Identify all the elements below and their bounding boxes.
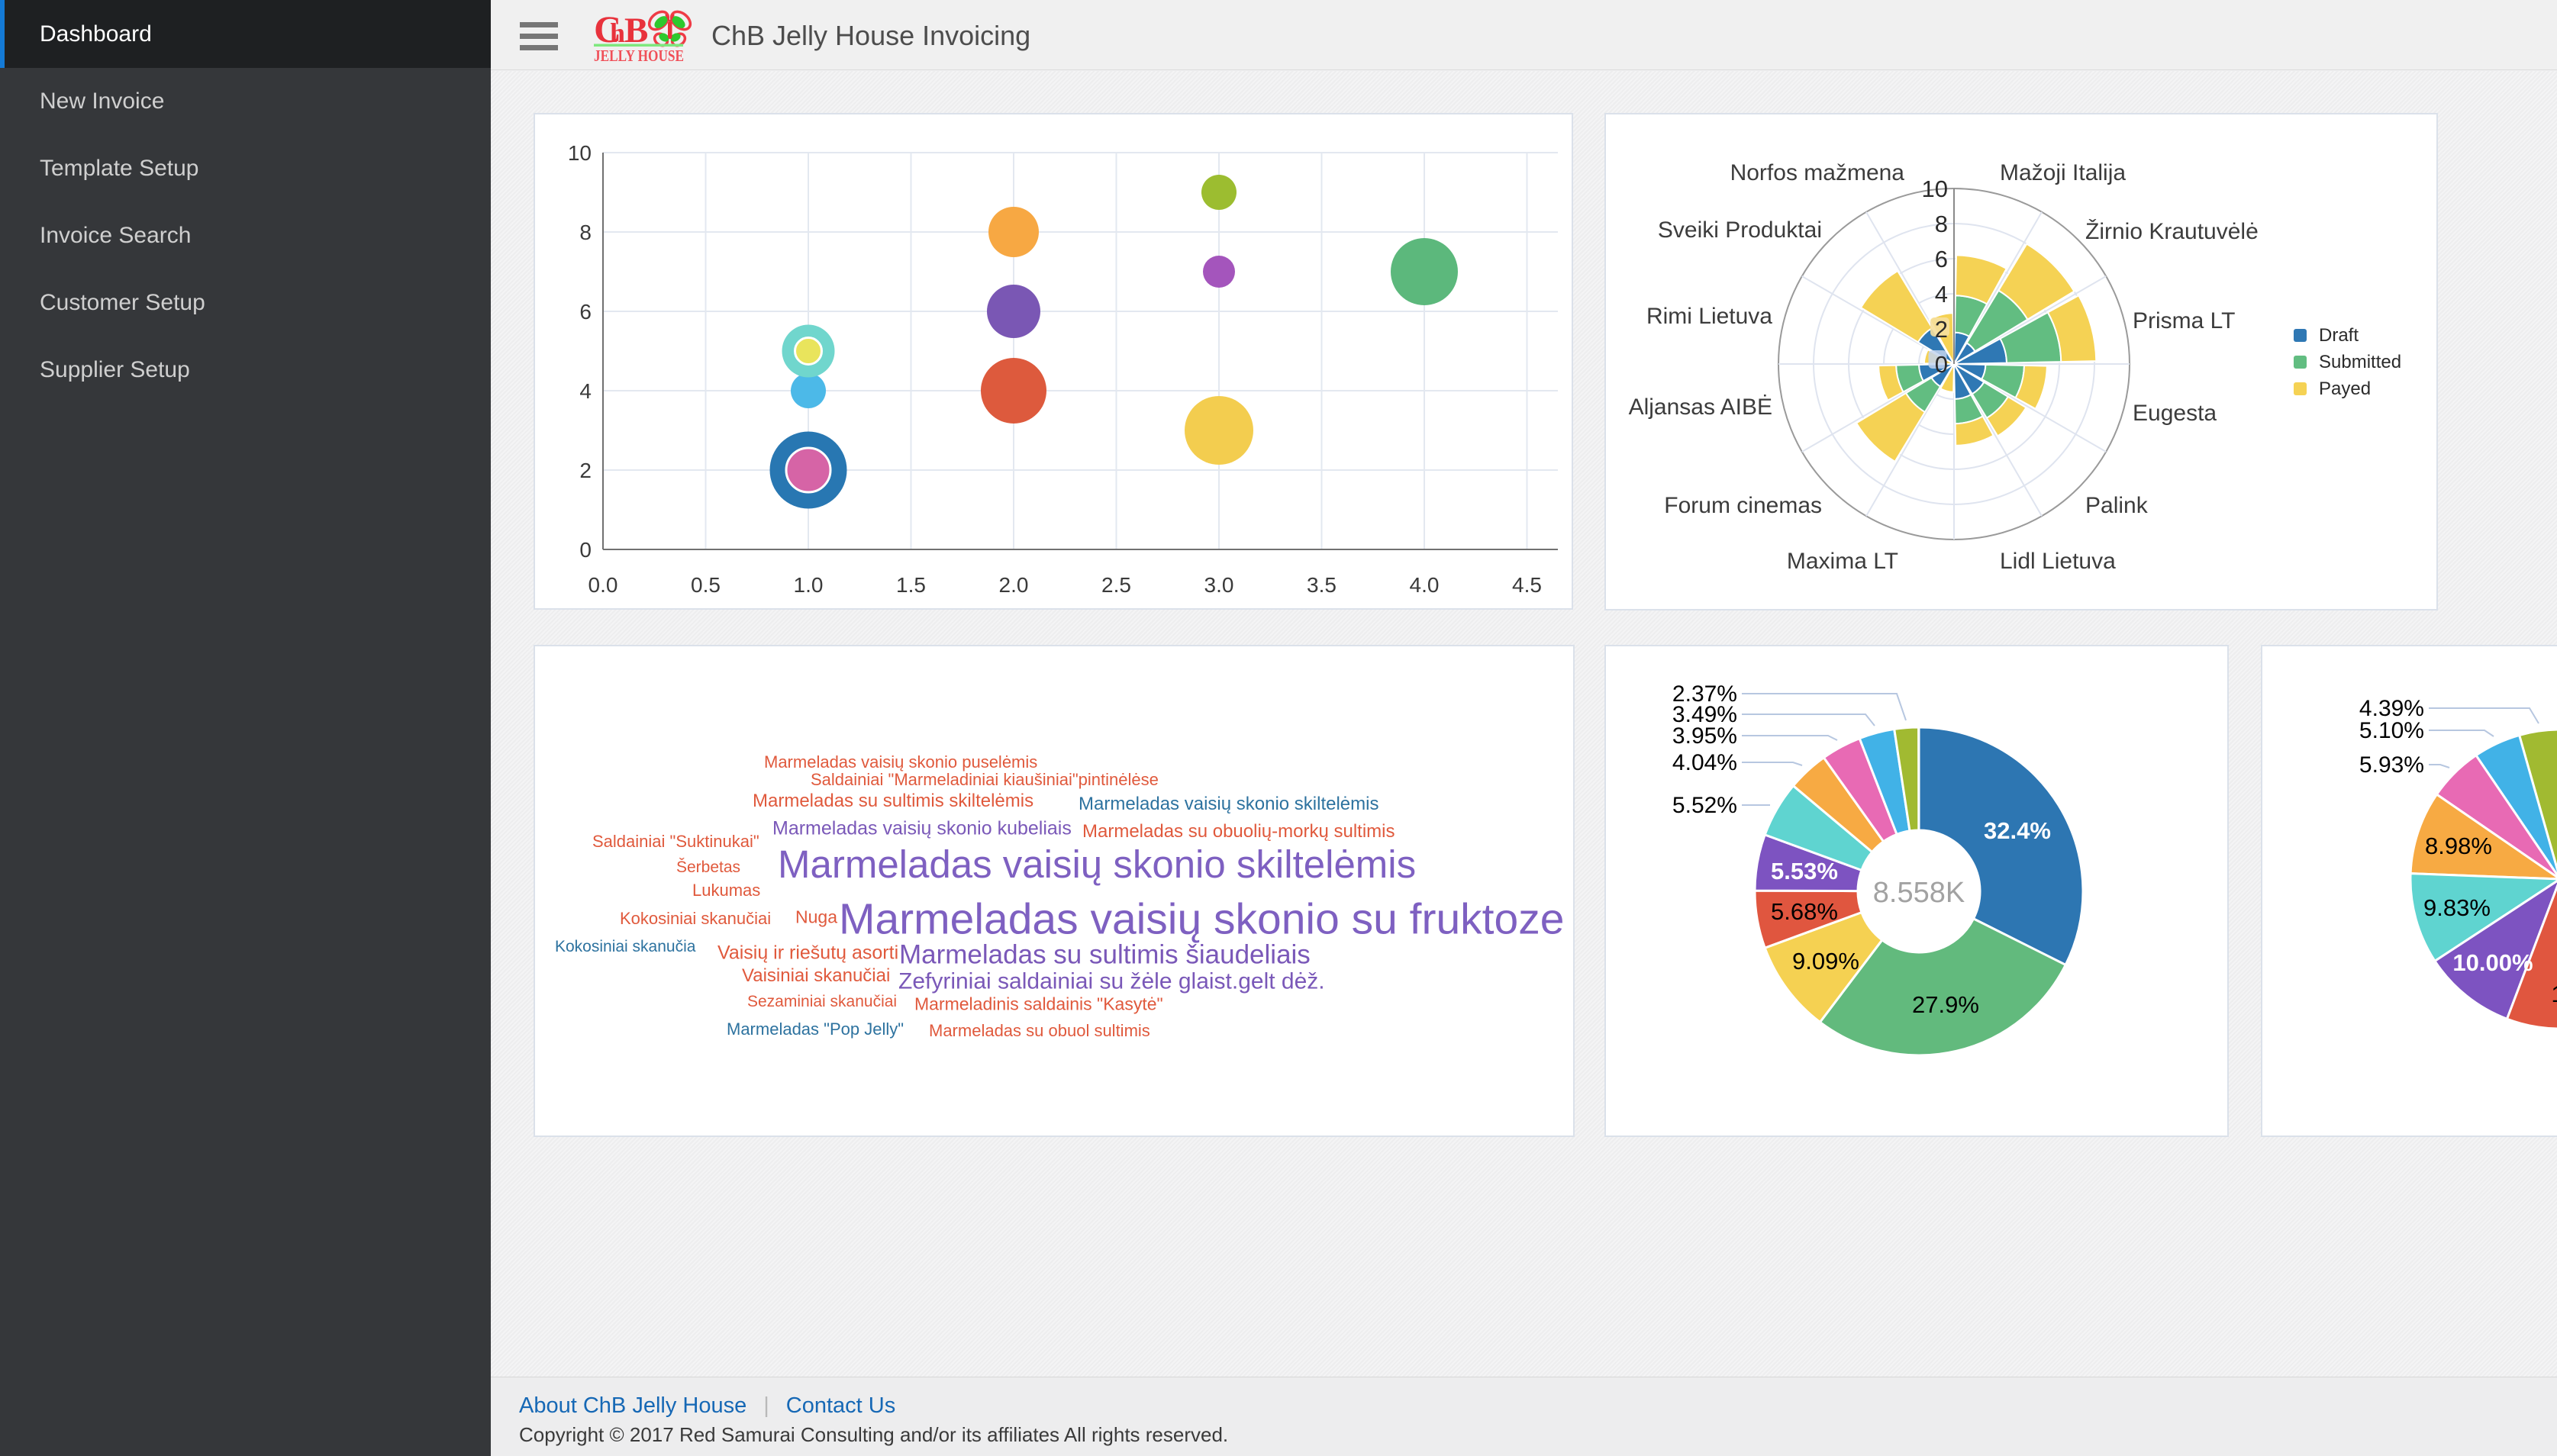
svg-text:2.37%: 2.37% (1672, 681, 1737, 707)
svg-text:8.98%: 8.98% (2425, 833, 2492, 859)
svg-text:0.0: 0.0 (588, 573, 618, 597)
svg-text:10.00%: 10.00% (2452, 949, 2533, 976)
svg-text:h: h (610, 18, 625, 48)
svg-text:2: 2 (1935, 316, 1948, 343)
svg-text:Rimi Lietuva: Rimi Lietuva (1646, 304, 1772, 329)
svg-text:2.0: 2.0 (999, 573, 1029, 597)
svg-text:8.558K: 8.558K (1873, 877, 1965, 909)
svg-text:4: 4 (579, 379, 592, 403)
svg-text:3.95%: 3.95% (1672, 723, 1737, 749)
svg-text:4.0: 4.0 (1410, 573, 1440, 597)
svg-text:3.5: 3.5 (1307, 573, 1337, 597)
svg-text:Palink: Palink (2085, 493, 2149, 518)
svg-text:0: 0 (1935, 351, 1948, 378)
svg-text:0: 0 (579, 538, 592, 562)
svg-text:Payed: Payed (2319, 378, 2371, 399)
svg-text:Norfos mažmena: Norfos mažmena (1730, 160, 1905, 185)
svg-text:6: 6 (1935, 246, 1948, 272)
svg-text:8: 8 (1935, 211, 1948, 237)
svg-text:Sveiki Produktai: Sveiki Produktai (1658, 217, 1822, 243)
svg-text:JELLY HOUSE: JELLY HOUSE (594, 47, 684, 65)
svg-text:1.0: 1.0 (794, 573, 824, 597)
svg-text:5.52%: 5.52% (1672, 793, 1737, 818)
svg-text:Draft: Draft (2319, 325, 2359, 346)
svg-text:9.09%: 9.09% (1792, 948, 1859, 974)
svg-text:6: 6 (579, 300, 592, 324)
svg-text:Eugesta: Eugesta (2133, 401, 2217, 426)
svg-text:4.5: 4.5 (1512, 573, 1542, 597)
svg-text:B: B (624, 11, 648, 50)
svg-text:2: 2 (579, 459, 592, 482)
svg-text:1: 1 (2551, 981, 2557, 1007)
svg-text:0.5: 0.5 (691, 573, 721, 597)
svg-text:Aljansas AIBĖ: Aljansas AIBĖ (1629, 395, 1772, 420)
svg-text:Žirnio Krautuvėlė: Žirnio Krautuvėlė (2085, 219, 2259, 244)
svg-text:Prisma LT: Prisma LT (2133, 308, 2235, 333)
svg-text:27.9%: 27.9% (1912, 991, 1979, 1018)
svg-text:C: C (594, 9, 621, 50)
svg-text:Mažoji Italija: Mažoji Italija (2000, 160, 2126, 185)
svg-text:Lidl Lietuva: Lidl Lietuva (2000, 549, 2116, 574)
svg-text:5.10%: 5.10% (2359, 718, 2424, 743)
svg-text:Forum cinemas: Forum cinemas (1664, 493, 1822, 518)
svg-text:5.68%: 5.68% (1771, 898, 1838, 925)
svg-text:Maxima LT: Maxima LT (1787, 549, 1898, 574)
svg-text:5.53%: 5.53% (1771, 858, 1838, 884)
svg-text:10: 10 (568, 141, 592, 165)
svg-text:3.0: 3.0 (1204, 573, 1234, 597)
svg-text:8: 8 (579, 221, 592, 244)
svg-text:9.83%: 9.83% (2423, 894, 2491, 921)
svg-text:5.93%: 5.93% (2359, 752, 2424, 778)
svg-text:2.5: 2.5 (1101, 573, 1131, 597)
svg-text:1.5: 1.5 (896, 573, 926, 597)
svg-text:4.04%: 4.04% (1672, 750, 1737, 775)
svg-text:Submitted: Submitted (2319, 352, 2401, 372)
svg-text:4.39%: 4.39% (2359, 696, 2424, 721)
svg-text:3.49%: 3.49% (1672, 702, 1737, 727)
svg-text:10: 10 (1922, 176, 1948, 202)
svg-text:32.4%: 32.4% (1984, 817, 2051, 844)
svg-text:4: 4 (1935, 281, 1948, 308)
